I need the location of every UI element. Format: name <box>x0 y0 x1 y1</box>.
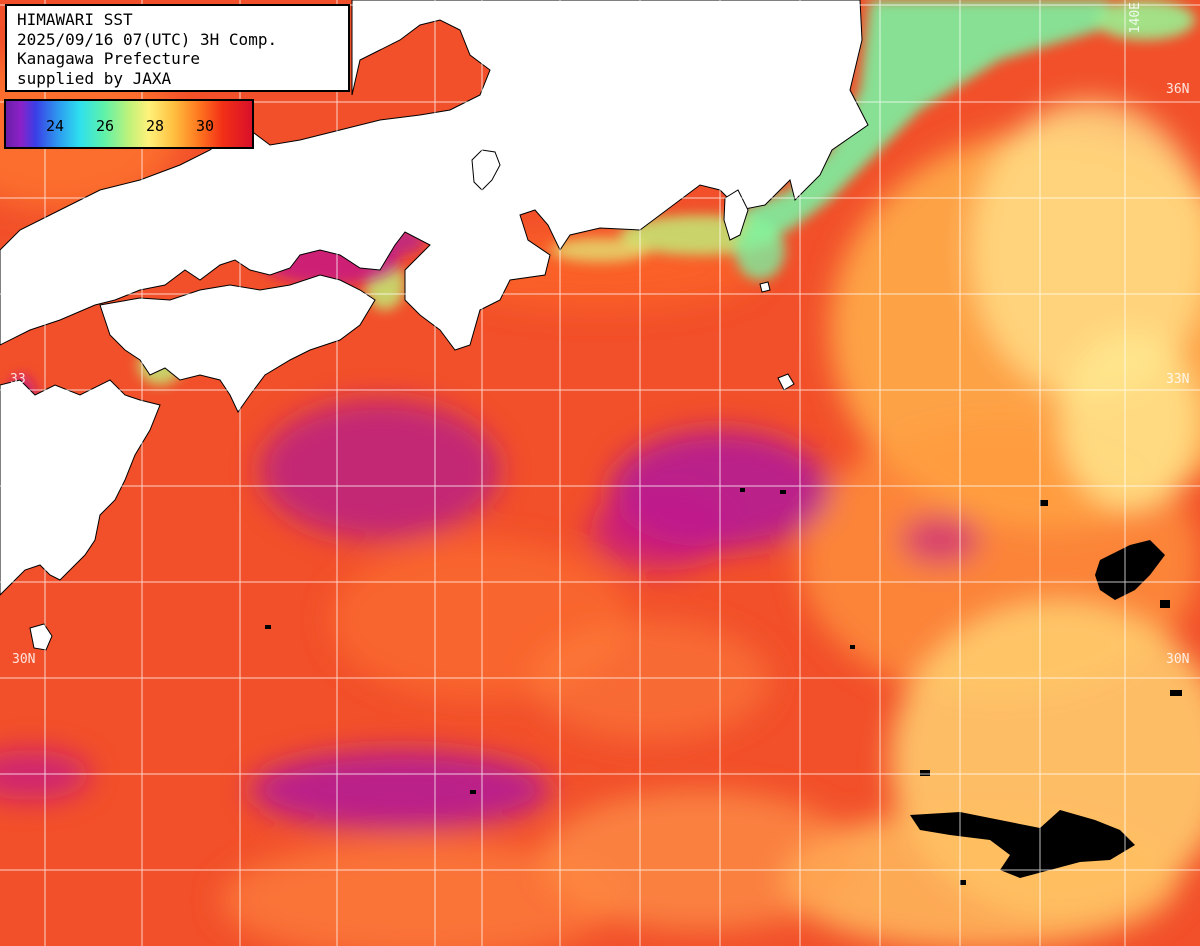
shikoku-land <box>99 274 376 413</box>
lon-label-140e: 140E <box>1128 2 1143 34</box>
lon-label-136e: 136E <box>484 2 499 34</box>
map-info-box: HIMAWARI SST 2025/09/16 07(UTC) 3H Comp.… <box>5 4 350 92</box>
lat-label-30n-right: 30N <box>1166 652 1190 667</box>
izu-peninsula <box>723 189 749 241</box>
missing-data-patches <box>265 488 1182 885</box>
legend-tick-26: 26 <box>96 117 115 135</box>
map-datetime: 2025/09/16 07(UTC) 3H Comp. <box>17 29 278 49</box>
legend-tick-28: 28 <box>146 117 165 135</box>
lat-label-33n: 33N <box>1166 372 1190 387</box>
map-credit: supplied by JAXA <box>17 68 172 88</box>
map-region: Kanagawa Prefecture <box>17 49 201 68</box>
awaji-island <box>471 149 501 191</box>
small-island-2 <box>759 281 771 293</box>
honshu-land <box>0 0 869 351</box>
tanegashima-island <box>29 623 53 651</box>
small-island-1 <box>777 373 795 391</box>
map-title: HIMAWARI SST <box>17 10 133 29</box>
legend-tick-30: 30 <box>196 117 215 135</box>
land-masses <box>0 0 869 651</box>
lat-label-36n: 36N <box>1166 82 1190 97</box>
kyushu-land <box>0 379 161 596</box>
legend-tick-24: 24 <box>46 117 65 135</box>
sst-color-legend: 24 26 28 30 <box>4 99 254 149</box>
lat-label-33n-left: 33 <box>10 372 26 387</box>
lat-label-30n-left: 30N <box>12 652 36 667</box>
